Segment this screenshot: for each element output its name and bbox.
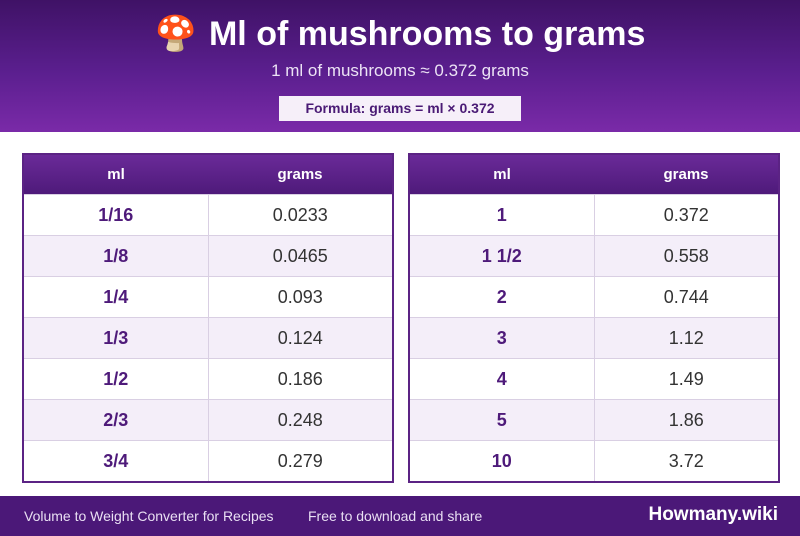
table-header: ml grams <box>410 155 778 194</box>
grams-cell: 1.86 <box>668 410 704 430</box>
grams-cell: 0.0233 <box>272 205 328 225</box>
table-row: 1 1/2 0.558 <box>410 235 778 276</box>
page-title: 🍄 Ml of mushrooms to grams <box>0 14 800 54</box>
grams-cell: 0.0465 <box>272 246 328 266</box>
grams-cell: 0.124 <box>277 328 323 348</box>
ml-cell: 5 <box>410 400 595 440</box>
table-row: 3/4 0.279 <box>24 440 392 481</box>
ml-cell: 1/3 <box>24 318 209 358</box>
ml-cell: 1/8 <box>24 236 209 276</box>
grams-cell: 3.72 <box>668 451 704 471</box>
ml-cell: 2/3 <box>24 400 209 440</box>
ml-cell: 1 <box>410 195 595 235</box>
column-header-ml: ml <box>493 166 511 183</box>
conversion-table-left: ml grams 1/16 0.0233 1/8 0.0465 1/4 0.093 1… <box>22 153 394 483</box>
grams-cell: 0.372 <box>663 205 709 225</box>
table-header: ml grams <box>24 155 392 194</box>
subtitle: 1 ml of mushrooms ≈ 0.372 grams <box>271 61 529 80</box>
mushroom-icon: 🍄 <box>154 14 197 54</box>
ml-cell: 10 <box>410 441 595 481</box>
table-row: 1/16 0.0233 <box>24 194 392 235</box>
column-header-grams: grams <box>277 166 323 183</box>
table-row: 1/2 0.186 <box>24 358 392 399</box>
table-row: 1/3 0.124 <box>24 317 392 358</box>
table-row: 10 3.72 <box>410 440 778 481</box>
table-row: 2/3 0.248 <box>24 399 392 440</box>
grams-cell: 0.558 <box>663 246 709 266</box>
column-header-ml: ml <box>107 166 125 183</box>
ml-cell: 1/2 <box>24 359 209 399</box>
table-body: 1/16 0.0233 1/8 0.0465 1/4 0.093 1/3 0.124 1… <box>24 194 392 481</box>
table-row: 2 0.744 <box>410 276 778 317</box>
grams-cell: 0.744 <box>663 287 709 307</box>
grams-cell: 0.186 <box>277 369 323 389</box>
grams-cell: 1.49 <box>668 369 704 389</box>
conversion-table-right: ml grams 1 0.372 1 1/2 0.558 2 0.744 3 1.12 … <box>408 153 780 483</box>
table-body: 1 0.372 1 1/2 0.558 2 0.744 3 1.12 4 1.49 5 1.… <box>410 194 778 481</box>
footer-tagline: Volume to Weight Converter for Recipes <box>24 508 274 524</box>
ml-cell: 3/4 <box>24 441 209 481</box>
table-row: 1/8 0.0465 <box>24 235 392 276</box>
grams-cell: 0.248 <box>277 410 323 430</box>
brand-logo-text[interactable]: Howmany.wiki <box>648 504 778 525</box>
table-row: 3 1.12 <box>410 317 778 358</box>
grams-cell: 0.093 <box>277 287 323 307</box>
table-row: 1/4 0.093 <box>24 276 392 317</box>
header-banner: 🍄 Ml of mushrooms to grams 1 ml of mushro… <box>0 0 800 132</box>
ml-cell: 2 <box>410 277 595 317</box>
ml-cell: 1/16 <box>24 195 209 235</box>
table-row: 1 0.372 <box>410 194 778 235</box>
ml-cell: 3 <box>410 318 595 358</box>
grams-cell: 1.12 <box>668 328 704 348</box>
table-row: 4 1.49 <box>410 358 778 399</box>
footer-note: Free to download and share <box>308 508 483 524</box>
formula-badge: Formula: grams = ml × 0.372 <box>279 96 521 121</box>
ml-cell: 4 <box>410 359 595 399</box>
table-row: 5 1.86 <box>410 399 778 440</box>
ml-cell: 1 1/2 <box>410 236 595 276</box>
title-text: Ml of mushrooms to grams <box>208 15 646 53</box>
grams-cell: 0.279 <box>277 451 323 471</box>
footer-bar: Volume to Weight Converter for Recipes F… <box>0 496 800 536</box>
column-header-grams: grams <box>663 166 709 183</box>
ml-cell: 1/4 <box>24 277 209 317</box>
